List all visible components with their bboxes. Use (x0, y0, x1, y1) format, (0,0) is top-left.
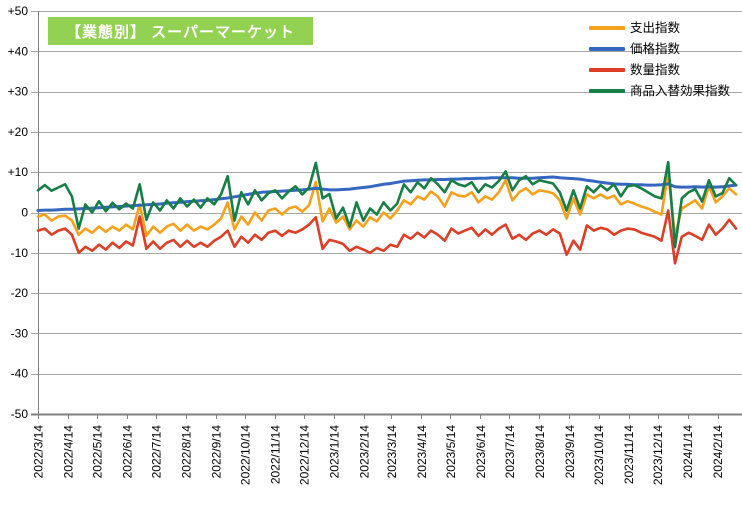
x-tick-label: 2023/8/14 (533, 425, 547, 479)
chart-title-badge: 【業態別】 スーパーマーケット (48, 17, 314, 45)
y-tick-label: +20 (8, 125, 29, 139)
x-tick-label: 2023/10/14 (592, 425, 606, 485)
x-tick-label: 2022/10/14 (239, 425, 253, 485)
chart-legend: 支出指数 価格指数 数量指数 商品入替効果指数 (588, 21, 730, 98)
x-axis-ticks (38, 414, 719, 419)
y-tick-label: -40 (11, 367, 29, 381)
x-tick-label: 2024/1/14 (681, 425, 695, 479)
x-tick-label: 2023/11/14 (622, 425, 636, 484)
chart-title: 【業態別】 スーパーマーケット (66, 23, 296, 41)
x-tick-label: 2022/7/14 (150, 425, 164, 479)
x-tick-label: 2022/4/14 (62, 425, 76, 479)
y-tick-label: -50 (11, 407, 29, 421)
x-tick-label: 2023/9/14 (563, 425, 577, 479)
legend-item-product-substitution-effect-index: 商品入替効果指数 (588, 84, 730, 98)
y-axis-labels: +50 +40 +30 +20 +10 0 -10 -20 -30 -40 -50 (8, 4, 29, 421)
y-tick-label: +10 (8, 165, 29, 179)
x-tick-label: 2022/5/14 (91, 425, 105, 479)
y-tick-label: 0 (21, 206, 28, 220)
x-tick-label: 2022/3/14 (32, 425, 46, 479)
x-tick-label: 2023/1/14 (328, 425, 342, 479)
legend-label: 価格指数 (629, 42, 680, 56)
x-tick-label: 2023/5/14 (444, 425, 458, 479)
legend-item-price-index: 価格指数 (588, 42, 730, 56)
legend-item-quantity-index: 数量指数 (588, 63, 730, 77)
y-tick-label: -30 (11, 326, 29, 340)
x-tick-label: 2023/7/14 (503, 425, 517, 479)
legend-line-swatch-icon (588, 68, 625, 72)
series-line-3 (36, 160, 738, 249)
y-tick-label: +40 (8, 44, 29, 58)
legend-line-swatch-icon (588, 89, 625, 93)
x-axis-labels: 2022/3/14 2022/4/14 2022/5/14 2022/6/14 2022… (32, 425, 726, 485)
legend-line-swatch-icon (588, 47, 625, 51)
legend-label: 商品入替効果指数 (629, 84, 730, 98)
legend-label: 支出指数 (629, 21, 680, 35)
x-tick-label: 2023/6/14 (474, 425, 488, 479)
x-tick-label: 2022/8/14 (180, 425, 194, 479)
y-tick-label: +50 (8, 4, 29, 18)
y-tick-label: -10 (11, 246, 29, 260)
x-tick-label: 2023/4/14 (415, 425, 429, 479)
x-tick-label: 2022/12/14 (298, 425, 312, 485)
x-tick-label: 2022/11/14 (269, 425, 283, 484)
legend-item-expenditure-index: 支出指数 (588, 21, 730, 35)
x-tick-label: 2023/2/14 (358, 425, 372, 479)
series-line-0 (36, 170, 738, 238)
y-tick-label: +30 (8, 85, 29, 99)
series-line-2 (36, 209, 738, 265)
x-tick-label: 2022/9/14 (210, 425, 224, 479)
legend-label: 数量指数 (629, 63, 680, 77)
x-tick-label: 2023/3/14 (385, 425, 399, 479)
x-tick-label: 2022/6/14 (121, 425, 135, 479)
x-tick-label: 2024/2/14 (711, 425, 725, 479)
x-tick-label: 2023/12/14 (651, 425, 665, 485)
legend-line-swatch-icon (588, 26, 625, 30)
y-tick-label: -20 (11, 286, 29, 300)
